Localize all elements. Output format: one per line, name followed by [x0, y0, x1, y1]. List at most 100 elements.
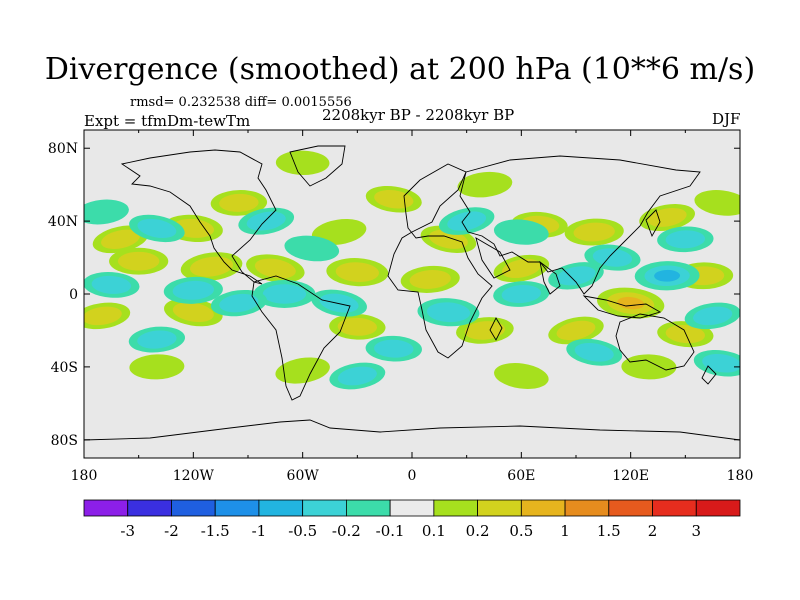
field-contour: [592, 248, 633, 267]
field-contour: [693, 306, 733, 326]
field-blob: [129, 214, 185, 243]
field-blob: [329, 313, 386, 340]
lon-tick-label: 120W: [173, 468, 215, 484]
field-blob: [621, 354, 677, 380]
field-contour: [573, 222, 615, 242]
field-contour: [219, 193, 259, 212]
field-contour: [172, 302, 214, 323]
colorbar-swatch: [127, 499, 172, 517]
colorbar-label: 3: [691, 522, 701, 540]
field-contour: [457, 171, 513, 198]
field-blob: [548, 262, 604, 290]
lat-tick-label: 40S: [51, 360, 78, 376]
field-contour: [101, 229, 140, 250]
field-contour: [137, 330, 177, 349]
colorbar-label: 2: [648, 522, 658, 540]
field-blob: [657, 226, 714, 253]
field-contour: [702, 353, 740, 373]
colorbar-swatch: [477, 499, 522, 517]
field-contour: [137, 218, 177, 238]
field-contour: [337, 366, 377, 386]
lat-tick-label: 80N: [48, 141, 78, 157]
field-contour: [275, 357, 330, 384]
field-contour: [254, 258, 296, 279]
colorbar-label: 0.5: [509, 522, 533, 540]
field-contour: [654, 269, 681, 282]
field-blob: [457, 171, 513, 198]
field-blob: [84, 302, 131, 330]
coastline-south-america: [251, 275, 351, 401]
colorbar-swatch: [652, 499, 697, 517]
lat-tick-label: 0: [69, 287, 78, 303]
field-blob: [564, 218, 624, 246]
field-contour: [311, 218, 367, 246]
field-blob: [326, 258, 389, 287]
field-contour: [556, 266, 596, 286]
field-blob: [180, 252, 243, 282]
field-contour: [556, 320, 596, 341]
field-contour: [621, 354, 677, 380]
colorbar-swatch: [214, 499, 260, 517]
field-blob: [694, 190, 740, 216]
lon-tick-label: 120E: [612, 468, 649, 484]
field-contour: [91, 275, 132, 294]
field-blob: [210, 190, 268, 216]
field-blob: [584, 244, 641, 271]
field-blob: [329, 362, 386, 390]
colorbar-label: -1.5: [201, 522, 230, 540]
field-blob: [253, 280, 316, 308]
experiment-label: Expt = tfmDm-tewTm: [84, 112, 251, 130]
field-blob: [566, 338, 623, 366]
field-contour: [284, 235, 340, 262]
coastlines: [84, 145, 740, 441]
field-blob: [284, 235, 340, 262]
field-contour: [337, 317, 378, 336]
colorbar-label: -0.2: [332, 522, 361, 540]
coastline-madagascar: [489, 317, 503, 341]
field-contour: [665, 324, 706, 344]
lon-tick-label: 60W: [287, 468, 320, 484]
coastline-asia: [459, 155, 701, 295]
field-contour: [335, 262, 380, 282]
colorbar-label: -2: [164, 522, 179, 540]
field-blob: [210, 289, 267, 317]
field-blob: [493, 281, 550, 307]
field-blob: [246, 254, 305, 283]
lon-tick-label: 180: [727, 468, 754, 484]
field-blob: [163, 276, 223, 304]
stats-text: rmsd= 0.232538 diff= 0.0015556: [130, 95, 352, 110]
field-blob: [365, 335, 422, 362]
field-blob: [129, 354, 185, 380]
field-blob: [109, 247, 169, 275]
field-contour: [493, 219, 549, 245]
coastline-new-zealand: [701, 365, 717, 385]
field-contour: [494, 363, 549, 389]
field-contour: [262, 284, 307, 304]
field-blob: [128, 326, 186, 353]
field-contour: [447, 211, 487, 231]
field-contour: [464, 321, 506, 340]
colorbar-swatch: [695, 499, 741, 517]
field-blob: [684, 302, 740, 330]
colorbar-label: -1: [252, 522, 267, 540]
field-blob: [400, 265, 460, 293]
coastline-antarctica: [84, 419, 740, 441]
period-label: 2208kyr BP - 2208kyr BP: [322, 106, 515, 124]
colorbar-label: -3: [120, 522, 135, 540]
map-axes: 180 120W 60W 0 60E 120E 180 80N 40N 0 40S 80S: [48, 130, 753, 484]
colorbar-swatch: [389, 499, 435, 517]
field-contour: [665, 230, 706, 249]
coastline-greenland: [289, 145, 346, 187]
field-contour: [129, 354, 185, 380]
colorbar-label: -0.1: [376, 522, 405, 540]
colorbar-swatch: [171, 499, 216, 517]
field-contour: [426, 302, 471, 323]
colorbar-swatch: [345, 499, 391, 517]
plot-title: Divergence (smoothed) at 200 hPa (10**6 …: [44, 52, 756, 87]
field-blob: [494, 363, 549, 389]
field-contour: [694, 190, 740, 216]
lon-tick-label: 60E: [507, 468, 535, 484]
colorbar: -3 -2 -1.5 -1 -0.5 -0.2 -0.1 0.1 0.2 0.5 1 1.5 2 3: [83, 499, 741, 540]
field-blob: [493, 219, 549, 245]
colorbar-swatch: [608, 499, 653, 517]
